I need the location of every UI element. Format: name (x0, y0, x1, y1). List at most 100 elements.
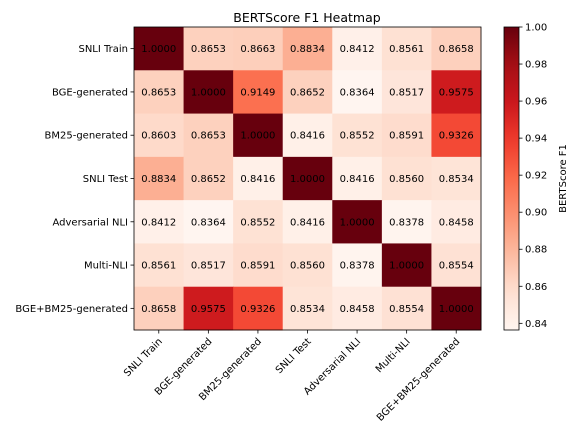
y-tick-label: SNLI Train (78, 44, 128, 55)
colorbar-label: BERTScore F1 (558, 144, 569, 213)
cell-value-label: 1.0000 (191, 87, 226, 98)
cell-value-label: 0.8552 (340, 131, 375, 142)
cell-value-label: 0.8416 (290, 217, 325, 228)
colorbar-gradient (503, 26, 520, 331)
heatmap-cell (431, 200, 482, 244)
cell-value-label: 1.0000 (240, 131, 275, 142)
heatmap-cell (282, 286, 333, 331)
heatmap-cell (134, 286, 185, 331)
cell-value-label: 0.8378 (340, 261, 375, 272)
cell-value-label: 0.8534 (290, 304, 325, 315)
colorbar: 0.84 0.86 0.88 0.90 0.92 0.94 0.96 0.98 1.00 (503, 23, 547, 331)
cell-value-label: 0.8416 (340, 174, 375, 185)
heatmap-cell (282, 27, 333, 71)
heatmap-cell (282, 200, 333, 244)
cell-value-label: 0.8561 (389, 44, 424, 55)
heatmap-cell (183, 156, 234, 201)
cell-value-label: 1.0000 (439, 304, 474, 315)
cell-value-label: 0.8364 (340, 87, 375, 98)
heatmap-frame (133, 26, 482, 331)
heatmap-cell (183, 286, 234, 331)
colorbar-tick-label: 0.84 (525, 319, 547, 330)
cell-value-label: 0.8591 (389, 131, 424, 142)
cell-value-label: 0.8653 (141, 87, 176, 98)
cell-value-label: 1.0000 (141, 44, 176, 55)
cell-value-label: 1.0000 (389, 261, 424, 272)
cell-value-label: 0.8554 (439, 261, 474, 272)
heatmap-cell (381, 200, 432, 244)
colorbar-tick-label: 0.98 (525, 60, 547, 71)
heatmap-cell (381, 113, 432, 158)
heatmap-cell (431, 113, 482, 158)
cell-value-label: 0.8653 (191, 44, 226, 55)
x-tick-label: BGE+BM25-generated (375, 336, 462, 423)
heatmap-cell (233, 200, 284, 244)
y-tick-label: BGE-generated (52, 87, 128, 98)
heatmap-cell (431, 156, 482, 201)
cell-value-label: 0.8561 (141, 261, 176, 272)
heatmap-cell (134, 156, 185, 201)
colorbar-tick-label: 0.94 (525, 134, 547, 145)
cell-value-label: 0.8416 (290, 131, 325, 142)
heatmap-cell (183, 200, 234, 244)
cell-value-label: 0.8378 (389, 217, 424, 228)
heatmap-cell (431, 286, 482, 331)
y-tick-label: Adversarial NLI (52, 217, 128, 228)
heatmap-cell (381, 27, 432, 71)
cell-value-label: 1.0000 (290, 174, 325, 185)
heatmap-cell (332, 286, 383, 331)
cell-value-label: 0.8658 (439, 44, 474, 55)
cell-value-label: 0.9149 (240, 87, 275, 98)
y-tick-label: BGE+BM25-generated (15, 304, 128, 315)
y-tick-label: SNLI Test (83, 174, 128, 185)
y-axis-ticks: SNLI Train BGE-generated BM25-generated SNL… (15, 44, 134, 315)
heatmap-cell (431, 70, 482, 115)
heatmap-cell (233, 243, 284, 288)
chart-title: BERTScore F1 Heatmap (233, 10, 380, 25)
cell-value-label: 0.8552 (240, 217, 275, 228)
heatmap-cells: 1.0000 0.8653 0.8663 0.8834 0.8412 0.8561 0.86… (134, 27, 482, 331)
colorbar-tick-label: 1.00 (525, 23, 547, 34)
heatmap-cell (134, 200, 185, 244)
heatmap-cell (282, 156, 333, 201)
heatmap-cell (282, 70, 333, 115)
cell-value-label: 0.8517 (191, 261, 226, 272)
cell-value-label: 0.8364 (191, 217, 226, 228)
colorbar-tick-label: 0.92 (525, 171, 547, 182)
cell-value-label: 0.8458 (439, 217, 474, 228)
heatmap-cell (431, 243, 482, 288)
cell-value-label: 0.9575 (439, 87, 474, 98)
heatmap-cell (233, 70, 284, 115)
cell-value-label: 0.8517 (389, 87, 424, 98)
heatmap-cell (332, 27, 383, 71)
colorbar-tick-label: 0.90 (525, 208, 547, 219)
heatmap-cell (233, 113, 284, 158)
heatmap-cell (381, 286, 432, 331)
heatmap-cell (332, 156, 383, 201)
heatmap-cell (381, 243, 432, 288)
colorbar-tick-label: 0.88 (525, 245, 547, 256)
cell-value-label: 0.8834 (290, 44, 325, 55)
cell-value-label: 0.8458 (340, 304, 375, 315)
cell-value-label: 0.8412 (340, 44, 375, 55)
heatmap-cell (431, 27, 482, 71)
cell-value-label: 0.8834 (141, 174, 176, 185)
cell-value-label: 0.9575 (191, 304, 226, 315)
heatmap-cell (233, 156, 284, 201)
heatmap-cell (183, 27, 234, 71)
colorbar-tick-label: 0.86 (525, 282, 547, 293)
cell-value-label: 0.8534 (439, 174, 474, 185)
cell-value-label: 0.8560 (389, 174, 424, 185)
cell-value-label: 0.8652 (191, 174, 226, 185)
cell-value-label: 0.9326 (439, 131, 474, 142)
cell-value-label: 0.9326 (240, 304, 275, 315)
heatmap-cell (381, 70, 432, 115)
heatmap-cell (332, 243, 383, 288)
heatmap-cell (183, 70, 234, 115)
heatmap-cell (332, 200, 383, 244)
colorbar-tick-label: 0.96 (525, 97, 547, 108)
cell-value-label: 0.8412 (141, 217, 176, 228)
cell-value-label: 0.8554 (389, 304, 424, 315)
